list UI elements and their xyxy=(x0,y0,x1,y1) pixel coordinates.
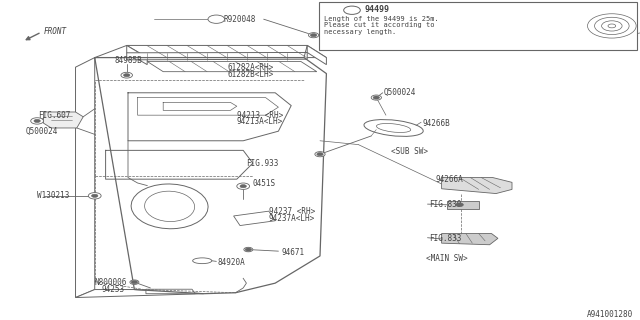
Ellipse shape xyxy=(145,191,195,221)
Circle shape xyxy=(88,193,101,199)
Polygon shape xyxy=(234,211,275,226)
Text: Please cut it according to: Please cut it according to xyxy=(324,22,435,28)
Text: FIG.833: FIG.833 xyxy=(429,234,461,243)
Text: 94671: 94671 xyxy=(282,248,305,257)
Text: 94266A: 94266A xyxy=(435,175,463,184)
Circle shape xyxy=(456,203,463,207)
Text: FIG.607: FIG.607 xyxy=(38,111,71,120)
Polygon shape xyxy=(147,61,317,72)
Circle shape xyxy=(131,281,138,284)
Circle shape xyxy=(244,247,253,252)
Text: R920048: R920048 xyxy=(223,15,256,24)
Text: 94213A<LH>: 94213A<LH> xyxy=(237,117,283,126)
Circle shape xyxy=(245,248,252,251)
Text: 61282A<RH>: 61282A<RH> xyxy=(227,63,273,72)
Circle shape xyxy=(371,95,381,100)
Circle shape xyxy=(34,119,40,123)
Text: 1: 1 xyxy=(349,6,355,15)
Text: 1: 1 xyxy=(214,16,218,22)
Polygon shape xyxy=(127,45,326,58)
Text: 94253: 94253 xyxy=(101,285,124,294)
Circle shape xyxy=(317,153,323,156)
Circle shape xyxy=(315,152,325,157)
Text: 84985B: 84985B xyxy=(114,56,142,65)
Polygon shape xyxy=(127,52,307,60)
Polygon shape xyxy=(127,45,147,65)
Circle shape xyxy=(237,183,250,189)
Circle shape xyxy=(121,72,132,78)
Text: A941001280: A941001280 xyxy=(588,310,634,319)
Text: N800006: N800006 xyxy=(95,278,127,287)
Circle shape xyxy=(308,33,319,38)
Polygon shape xyxy=(442,234,498,245)
Circle shape xyxy=(344,6,360,14)
Text: Q500024: Q500024 xyxy=(26,127,58,136)
Text: 94237A<LH>: 94237A<LH> xyxy=(269,214,315,223)
Text: 94213 <RH>: 94213 <RH> xyxy=(237,111,283,120)
Circle shape xyxy=(240,185,246,188)
Text: 61282B<LH>: 61282B<LH> xyxy=(227,70,273,79)
Text: 0451S: 0451S xyxy=(253,179,276,188)
Text: <SUB SW>: <SUB SW> xyxy=(391,148,428,156)
Circle shape xyxy=(31,118,44,124)
Circle shape xyxy=(92,194,98,197)
Ellipse shape xyxy=(376,124,411,132)
Circle shape xyxy=(208,15,225,23)
Circle shape xyxy=(373,96,380,99)
Circle shape xyxy=(130,280,139,284)
Text: <MAIN SW>: <MAIN SW> xyxy=(426,254,468,263)
Bar xyxy=(319,2,637,50)
Text: FIG.933: FIG.933 xyxy=(246,159,279,168)
Polygon shape xyxy=(76,58,95,298)
Circle shape xyxy=(310,34,317,37)
Text: Length of the 94499 is 25m.: Length of the 94499 is 25m. xyxy=(324,16,438,22)
Polygon shape xyxy=(44,112,83,128)
Ellipse shape xyxy=(131,184,208,229)
Ellipse shape xyxy=(364,120,423,136)
Text: 94499: 94499 xyxy=(365,5,390,14)
Polygon shape xyxy=(146,289,195,294)
Circle shape xyxy=(124,74,130,77)
Polygon shape xyxy=(307,45,326,65)
Polygon shape xyxy=(76,290,204,298)
Text: necessary length.: necessary length. xyxy=(324,29,396,35)
Text: FIG.830: FIG.830 xyxy=(429,200,461,209)
Polygon shape xyxy=(447,201,479,209)
Text: FRONT: FRONT xyxy=(44,27,67,36)
Text: 94237 <RH>: 94237 <RH> xyxy=(269,207,315,216)
Text: Q500024: Q500024 xyxy=(384,88,417,97)
Polygon shape xyxy=(442,178,512,194)
Text: 84920A: 84920A xyxy=(218,259,245,268)
Text: 94266B: 94266B xyxy=(422,119,450,128)
Text: W130213: W130213 xyxy=(37,191,70,200)
Ellipse shape xyxy=(193,258,212,264)
